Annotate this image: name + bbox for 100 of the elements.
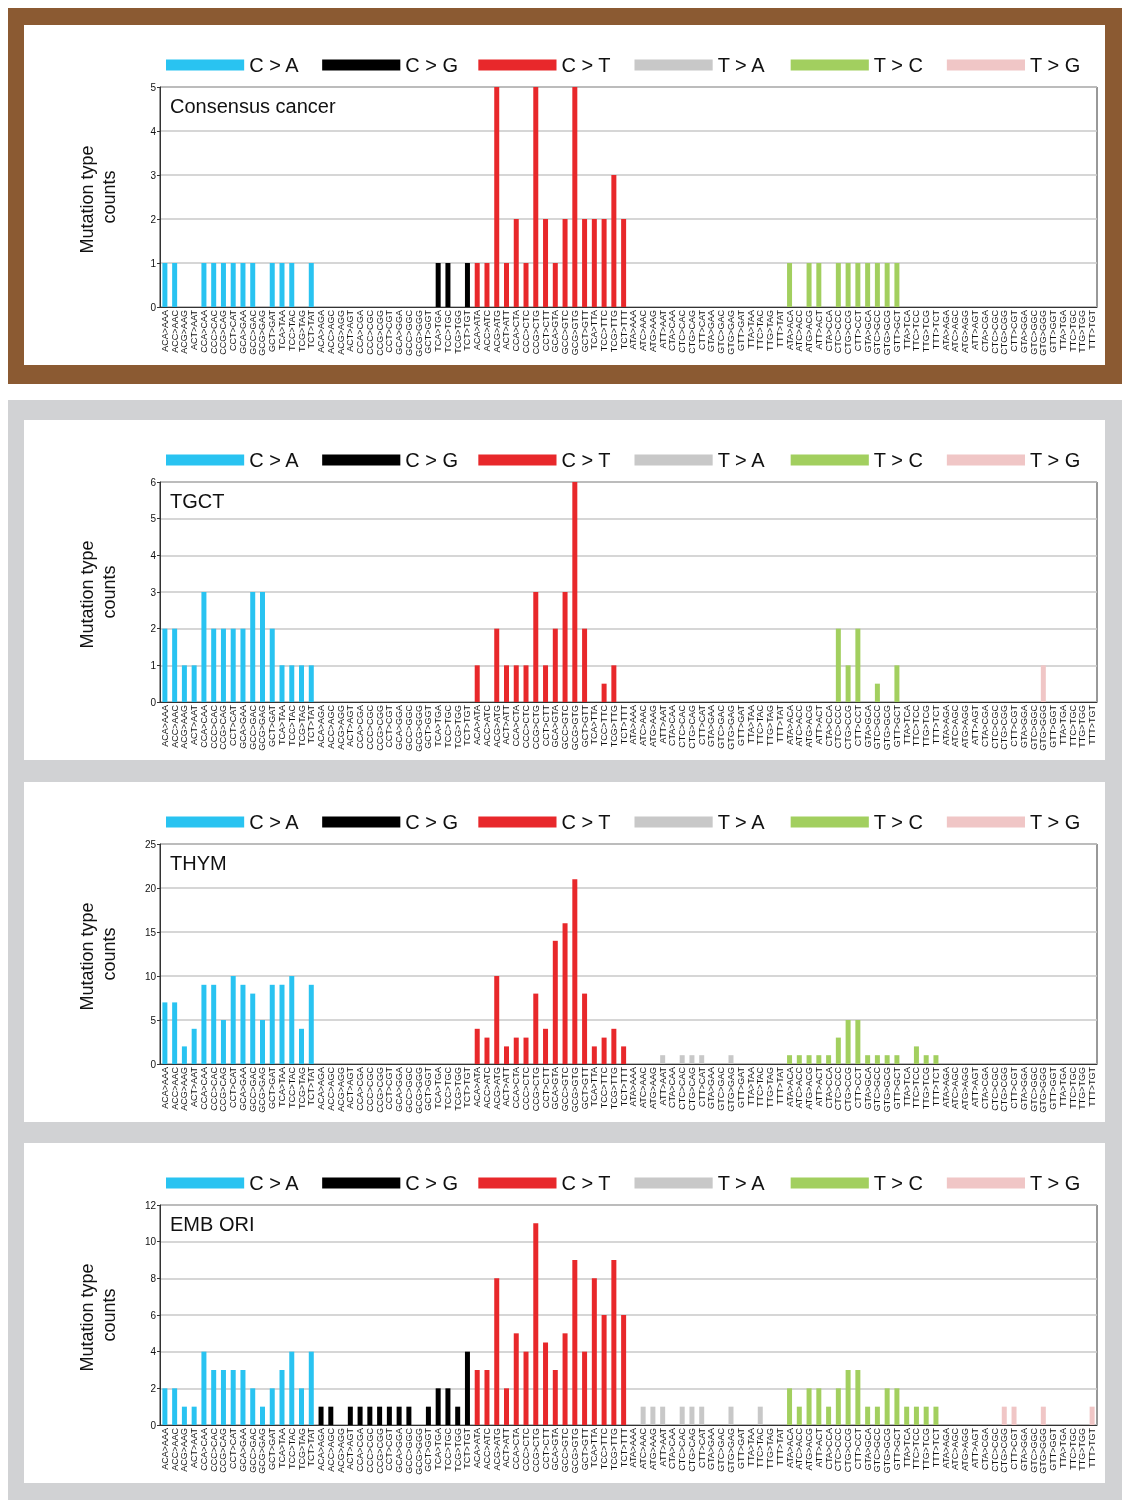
y-tick-label: 12 — [144, 1199, 157, 1211]
x-tick-label: GTG>GGG — [1038, 1066, 1049, 1113]
x-tick-label: GTT>GGT — [1048, 1427, 1059, 1471]
x-tick-label: TCA>TTA — [589, 310, 600, 350]
x-tick-label: ACT>AAT — [189, 704, 200, 746]
x-tick-label: CCC>CGC — [364, 309, 375, 355]
x-tick-label: CCT>CGT — [384, 309, 395, 353]
x-tick-label: CTT>CAT — [696, 1066, 707, 1107]
x-tick-label: CTC>CCC — [833, 309, 844, 354]
x-tick-label: CTC>CGC — [989, 1066, 1000, 1111]
bar — [591, 1278, 597, 1425]
x-tick-label: ATG>AGG — [960, 310, 971, 354]
x-tick-label: ACA>ATA — [472, 705, 483, 745]
x-tick-label: TTT>TCT — [930, 1427, 941, 1468]
bar — [230, 628, 236, 702]
x-tick-label: TCC>TGC — [442, 1066, 453, 1110]
x-tick-label: TCT>TGT — [462, 704, 473, 746]
x-tick-label: TCG>TGG — [452, 310, 463, 354]
x-tick-label: CCG>CAG — [218, 705, 229, 750]
x-tick-label: ATG>AAG — [647, 310, 658, 353]
bar — [299, 1388, 305, 1425]
x-tick-label: TCC>TAC — [286, 1427, 297, 1470]
x-tick-label: GTA>GAA — [706, 705, 717, 748]
bar — [894, 665, 900, 702]
bar — [396, 1406, 402, 1425]
x-tick-label: GCG>GGG — [413, 310, 424, 357]
x-tick-label: GCG>GGG — [413, 1066, 424, 1114]
bar — [503, 263, 509, 307]
bar — [621, 219, 627, 307]
x-tick-label: ACG>ATG — [491, 1066, 502, 1110]
y-tick-label: 5 — [150, 1014, 157, 1025]
bar — [601, 683, 607, 702]
bar — [220, 263, 226, 307]
chart-title: EMB ORI — [170, 1213, 255, 1235]
bar — [572, 87, 578, 307]
bar — [425, 1406, 431, 1425]
x-tick-label: TCC>TGC — [442, 704, 453, 748]
x-tick-label: CCA>CTA — [511, 310, 522, 352]
x-tick-label: ATG>AGG — [960, 1428, 971, 1472]
bar — [318, 1406, 324, 1425]
x-tick-label: GCC>GGC — [403, 704, 414, 751]
x-tick-label: GTT>GCT — [891, 1066, 902, 1109]
x-tick-label: TCT>TAT — [306, 1066, 317, 1105]
x-tick-label: ATT>AGT — [969, 1066, 980, 1107]
y-axis-title: Mutation type counts — [77, 535, 119, 649]
x-tick-label: GTC>GGC — [1028, 1066, 1039, 1112]
y-tick-label: 3 — [150, 586, 157, 598]
x-tick-label: CCT>CGT — [384, 704, 395, 748]
x-tick-label: CCC>CGC — [364, 1427, 375, 1473]
bar — [181, 1045, 187, 1064]
bar — [787, 1388, 793, 1425]
x-tick-label: ACG>AAG — [179, 310, 190, 354]
x-tick-label: ACG>ATG — [491, 310, 502, 353]
legend-label: T > G — [1030, 810, 1081, 833]
x-tick-label: GCA>GAA — [237, 1066, 248, 1111]
x-tick-label: CCC>CTC — [521, 1427, 532, 1472]
y-tick-label: 5 — [150, 81, 157, 93]
x-tick-label: ATA>ACA — [784, 1428, 795, 1468]
x-tick-label: TCA>TAA — [277, 1428, 288, 1469]
bar — [894, 1054, 900, 1064]
x-tick-label: CCA>CGA — [355, 310, 366, 354]
bar — [552, 263, 558, 307]
x-tick-label: CCC>CTC — [521, 1066, 532, 1110]
x-tick-label: CTT>CCT — [852, 1427, 863, 1470]
x-tick-label: CTC>CGC — [989, 309, 1000, 354]
x-tick-label: TTA>TGA — [1057, 705, 1068, 746]
x-tick-label: GCC>GAC — [247, 1066, 258, 1112]
x-tick-label: TCA>TGA — [433, 1428, 444, 1470]
x-tick-label: CCA>CGA — [355, 705, 366, 749]
bar — [299, 1028, 305, 1064]
bar — [279, 1370, 285, 1425]
chart-title: Consensus cancer — [170, 95, 336, 117]
x-tick-label: GCT>GGT — [423, 1066, 434, 1111]
x-tick-label: GCA>GGA — [394, 1428, 405, 1473]
x-tick-label: GTG>GCG — [882, 705, 893, 751]
bar — [289, 975, 295, 1064]
x-tick-label: TTT>TGT — [1087, 1066, 1098, 1107]
bar — [162, 1001, 168, 1064]
x-tick-label: ACC>AGC — [325, 309, 336, 354]
x-tick-label: ACC>AGC — [325, 704, 336, 749]
x-tick-label: CTA>CGA — [979, 310, 990, 353]
x-tick-label: ATT>AGT — [969, 309, 980, 351]
x-tick-label: TTT>TCT — [930, 1066, 941, 1106]
x-tick-label: CTA>CCA — [823, 1428, 834, 1470]
x-tick-label: ACA>AGA — [316, 1428, 327, 1471]
x-tick-label: GCT>GGT — [423, 309, 434, 354]
x-tick-label: CCT>CAT — [228, 704, 239, 747]
x-tick-label: ATT>ACT — [813, 1066, 824, 1107]
bar — [279, 263, 285, 307]
x-tick-label: CTC>CAC — [677, 704, 688, 748]
x-tick-label: CTA>CGA — [979, 705, 990, 748]
x-tick-label: TCA>TAA — [277, 310, 288, 351]
y-tick-label: 0 — [150, 1419, 157, 1431]
x-tick-label: TTG>TCG — [921, 705, 932, 748]
x-tick-label: GCA>GAA — [237, 1428, 248, 1472]
x-tick-label: CTT>CAT — [696, 1427, 707, 1469]
x-tick-label: GCG>GAG — [257, 310, 268, 356]
x-tick-label: CCG>CGG — [374, 310, 385, 356]
x-tick-label: ACA>AGA — [316, 1066, 327, 1110]
bar — [933, 1054, 939, 1064]
